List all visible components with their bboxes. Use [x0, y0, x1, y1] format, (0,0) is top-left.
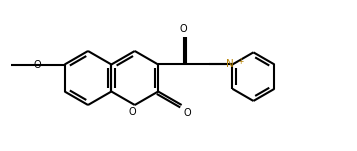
- Text: O: O: [129, 107, 137, 117]
- Text: O: O: [183, 108, 191, 118]
- Text: O: O: [34, 59, 41, 69]
- Text: O: O: [180, 24, 188, 34]
- Text: N: N: [226, 59, 233, 69]
- Text: +: +: [237, 57, 244, 66]
